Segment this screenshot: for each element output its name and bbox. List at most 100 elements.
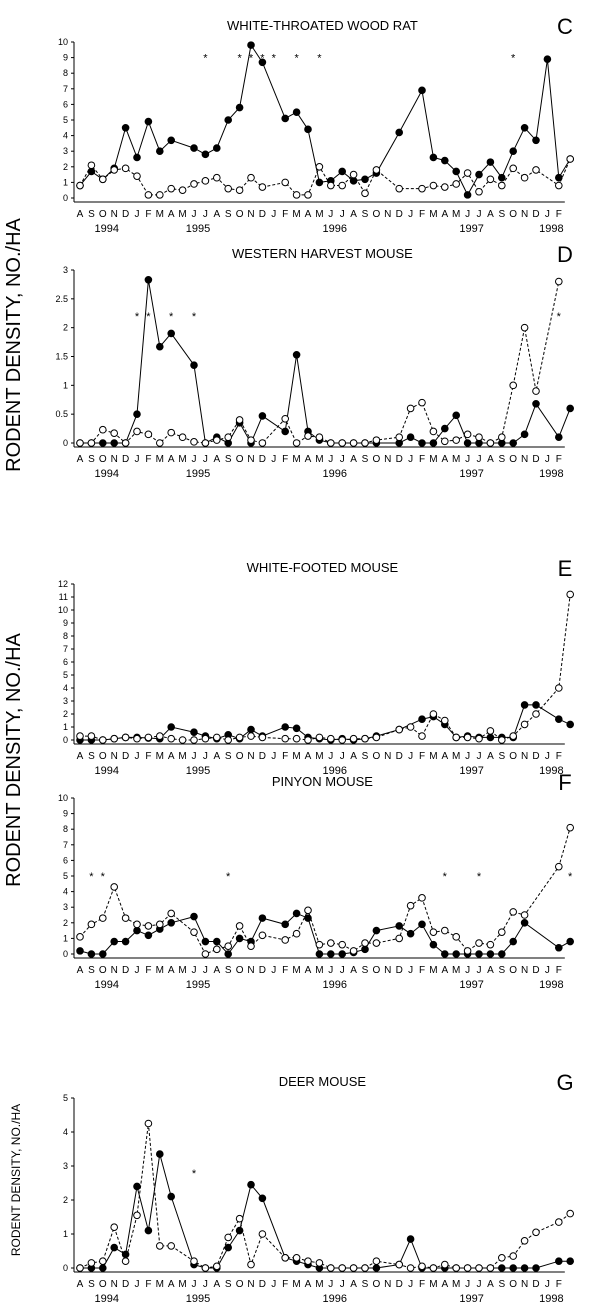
- x-tick-label: S: [362, 209, 369, 220]
- data-point-open: [167, 1242, 175, 1250]
- data-point-filled: [121, 937, 130, 946]
- data-point-filled: [532, 399, 540, 408]
- data-point-filled: [258, 914, 267, 922]
- data-point-open: [213, 1262, 221, 1271]
- x-tick-label: D: [396, 751, 403, 762]
- data-point-filled: [144, 117, 153, 126]
- y-tick-label: 6: [63, 99, 68, 109]
- y-tick-label: 3: [63, 696, 68, 706]
- x-tick-label: J: [135, 965, 140, 976]
- year-label: 1997: [459, 765, 483, 777]
- data-point-open: [338, 940, 347, 949]
- data-point-filled: [327, 950, 335, 958]
- x-tick-label: A: [350, 454, 357, 465]
- x-tick-label: M: [178, 965, 186, 976]
- data-point-open: [110, 166, 118, 174]
- y-axis-label-middle: RODENT DENSITY, NO./HA: [3, 632, 25, 886]
- data-point-open: [520, 173, 529, 182]
- data-point-open: [304, 1257, 312, 1265]
- data-point-filled: [475, 170, 483, 179]
- x-tick-label: A: [350, 209, 357, 220]
- data-point-filled: [190, 728, 198, 737]
- x-tick-label: J: [340, 965, 345, 976]
- y-tick-label: 2: [63, 323, 68, 333]
- x-tick-label: J: [271, 965, 276, 976]
- data-point-open: [178, 736, 187, 744]
- x-tick-label: M: [156, 965, 164, 976]
- x-tick-label: D: [532, 965, 539, 976]
- data-point-filled: [87, 950, 96, 958]
- data-point-open: [281, 414, 290, 423]
- data-point-open: [441, 437, 449, 446]
- data-point-open: [349, 170, 358, 179]
- x-tick-label: D: [122, 209, 129, 220]
- data-point-open: [475, 187, 483, 196]
- data-point-filled: [247, 1180, 255, 1189]
- year-label: 1996: [323, 468, 347, 480]
- x-tick-label: S: [225, 454, 232, 465]
- data-point-open: [475, 939, 483, 947]
- x-tick-label: O: [509, 1279, 517, 1290]
- significance-mark: *: [272, 53, 277, 65]
- series-line-open: [80, 594, 571, 741]
- data-point-open: [304, 736, 312, 744]
- data-point-open: [555, 277, 563, 286]
- data-point-open: [167, 184, 175, 193]
- data-point-open: [509, 1252, 518, 1260]
- data-point-open: [327, 1264, 335, 1272]
- y-tick-label: 6: [63, 855, 68, 865]
- year-label: 1995: [186, 979, 210, 991]
- x-tick-label: A: [305, 1279, 312, 1290]
- data-point-filled: [292, 724, 301, 733]
- x-tick-label: N: [384, 1279, 391, 1290]
- y-tick-label: 4: [63, 683, 68, 693]
- y-tick-label: 0.5: [55, 409, 68, 419]
- data-point-filled: [281, 920, 290, 929]
- data-point-filled: [555, 433, 563, 442]
- panel-letter: E: [558, 556, 573, 581]
- data-point-open: [566, 1209, 575, 1218]
- x-tick-label: O: [99, 965, 107, 976]
- x-tick-label: D: [259, 454, 266, 465]
- x-tick-label: M: [292, 751, 300, 762]
- data-point-open: [292, 734, 301, 743]
- x-tick-label: J: [477, 751, 482, 762]
- y-tick-label: 1: [63, 722, 68, 732]
- data-point-open: [532, 387, 540, 395]
- data-point-open: [486, 1264, 495, 1272]
- data-point-filled: [566, 720, 575, 729]
- x-tick-label: M: [315, 454, 323, 465]
- x-tick-label: J: [203, 454, 208, 465]
- panel-title: WHITE-FOOTED MOUSE: [247, 560, 399, 575]
- x-tick-label: M: [178, 209, 186, 220]
- data-point-open: [144, 733, 153, 742]
- x-tick-label: N: [384, 965, 391, 976]
- x-tick-label: A: [350, 1279, 357, 1290]
- x-tick-label: M: [178, 1279, 186, 1290]
- x-tick-label: J: [192, 209, 197, 220]
- y-tick-label: 5: [63, 1093, 68, 1103]
- series-line-filled: [79, 912, 571, 955]
- data-point-filled: [110, 1243, 118, 1252]
- data-point-open: [406, 723, 415, 731]
- panel-letter: D: [557, 242, 573, 267]
- y-tick-label: 6: [63, 657, 68, 667]
- significance-mark: *: [443, 871, 448, 883]
- x-tick-label: M: [178, 454, 186, 465]
- x-tick-label: A: [441, 1279, 448, 1290]
- data-point-filled: [133, 153, 141, 162]
- data-point-open: [463, 169, 472, 177]
- series-line-open: [79, 827, 571, 955]
- data-point-open: [532, 166, 540, 174]
- y-tick-label: 0: [63, 735, 68, 745]
- data-point-open: [509, 908, 518, 916]
- year-label: 1995: [186, 223, 210, 235]
- data-point-open: [429, 928, 438, 936]
- x-tick-label: A: [487, 751, 494, 762]
- data-point-filled: [338, 167, 347, 176]
- data-point-open: [429, 427, 438, 436]
- data-point-open: [315, 1259, 324, 1267]
- x-tick-label: N: [247, 1279, 254, 1290]
- data-point-open: [520, 911, 529, 919]
- data-point-open: [395, 725, 404, 734]
